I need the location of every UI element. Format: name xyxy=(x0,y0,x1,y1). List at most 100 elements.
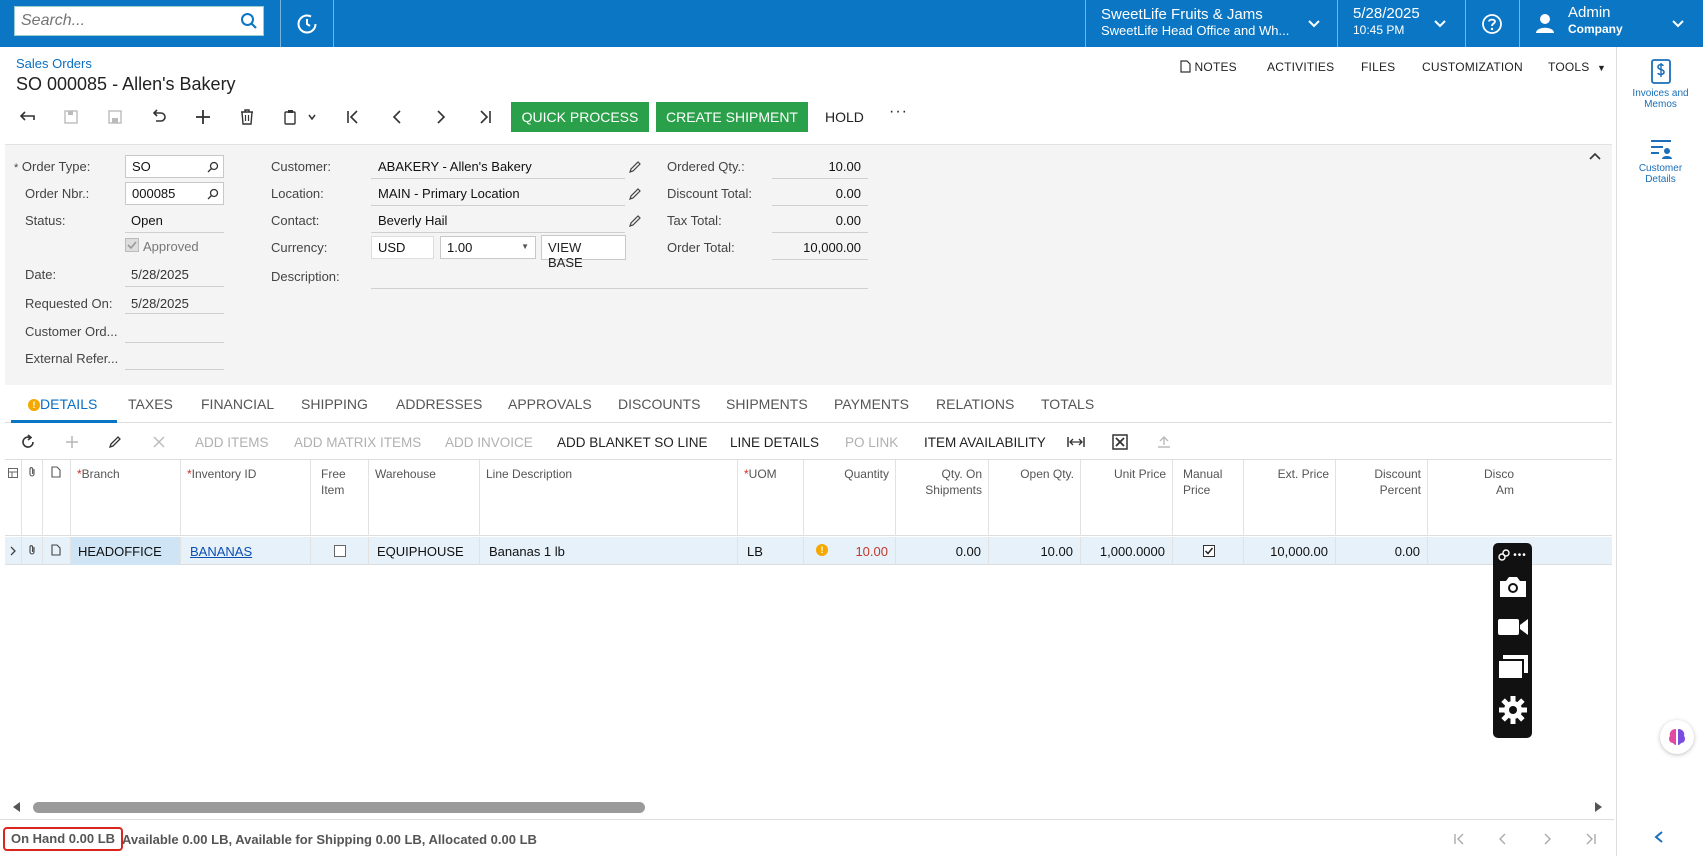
external-ref-field[interactable] xyxy=(125,369,224,370)
ai-assistant-button[interactable] xyxy=(1660,720,1694,754)
order-nbr-field[interactable]: 000085 xyxy=(125,182,224,205)
item-availability-button[interactable]: ITEM AVAILABILITY xyxy=(924,435,1046,450)
manual-price-cell[interactable] xyxy=(1173,537,1244,565)
more-icon[interactable]: ••• xyxy=(1513,549,1527,561)
scrollbar-thumb[interactable] xyxy=(33,802,645,813)
search-input[interactable] xyxy=(15,7,235,35)
collapse-panel-button[interactable] xyxy=(1652,830,1666,847)
next-page-button[interactable] xyxy=(1537,830,1557,848)
edit-pencil-icon[interactable] xyxy=(628,214,642,228)
customer-field[interactable]: ABAKERY - Allen's Bakery xyxy=(378,159,532,174)
manual-price-checkbox[interactable] xyxy=(1203,545,1215,557)
uom-cell[interactable]: LB xyxy=(738,537,804,565)
po-link-button[interactable]: PO LINK xyxy=(845,435,899,450)
first-page-button[interactable] xyxy=(1449,830,1469,848)
customer-details-link[interactable]: Customer Details xyxy=(1617,138,1703,185)
unit-price-cell[interactable]: 1,000.0000 xyxy=(1081,537,1173,565)
customer-ord-field[interactable] xyxy=(125,342,224,343)
tools-menu[interactable]: TOOLS ▼ xyxy=(1548,60,1606,74)
settings-button[interactable] xyxy=(1493,693,1532,727)
tab-approvals[interactable]: APPROVALS xyxy=(508,396,592,412)
discount-percent-cell[interactable]: 0.00 xyxy=(1336,537,1428,565)
discount-amount-column-header[interactable]: Disco Am xyxy=(1483,467,1514,497)
next-record-button[interactable] xyxy=(427,104,455,130)
tab-relations[interactable]: RELATIONS xyxy=(936,396,1015,412)
date-field[interactable]: 5/28/2025 xyxy=(131,267,189,282)
row-attachment-button[interactable] xyxy=(22,537,43,565)
inventory-id-column-header[interactable]: *Inventory ID xyxy=(181,460,311,536)
delete-row-button[interactable] xyxy=(149,432,169,452)
export-excel-button[interactable] xyxy=(1110,432,1130,452)
add-blanket-so-line-button[interactable]: ADD BLANKET SO LINE xyxy=(557,435,708,450)
more-actions-button[interactable]: ··· xyxy=(889,103,908,120)
screenshot-button[interactable] xyxy=(1493,571,1532,603)
cancel-button[interactable] xyxy=(145,104,173,130)
scroll-left-arrow-icon[interactable] xyxy=(11,801,21,813)
files-button[interactable]: FILES xyxy=(1361,60,1396,74)
view-base-button[interactable]: VIEW BASE xyxy=(541,235,626,270)
collapse-chevron-up-icon[interactable] xyxy=(1589,151,1601,161)
contact-field[interactable]: Beverly Hail xyxy=(378,213,448,228)
record-video-button[interactable] xyxy=(1493,611,1532,643)
table-row[interactable]: HEADOFFICE BANANAS EQUIPHOUSE Bananas 1 … xyxy=(5,537,1612,565)
quick-process-button[interactable]: QUICK PROCESS xyxy=(511,102,649,132)
create-shipment-button[interactable]: CREATE SHIPMENT xyxy=(656,102,808,132)
recent-history-button[interactable] xyxy=(281,0,333,47)
ext-price-column-header[interactable]: Ext. Price xyxy=(1244,460,1336,536)
add-invoice-button[interactable]: ADD INVOICE xyxy=(445,435,533,450)
first-record-button[interactable] xyxy=(339,104,367,130)
tab-details[interactable]: ! DETAILS xyxy=(28,396,97,412)
breadcrumb[interactable]: Sales Orders xyxy=(16,56,92,71)
lookup-search-icon[interactable] xyxy=(207,188,219,200)
currency-field[interactable]: USD xyxy=(371,236,434,259)
lookup-search-icon[interactable] xyxy=(207,161,219,173)
business-date-selector[interactable]: 5/28/2025 10:45 PM xyxy=(1338,0,1464,47)
column-settings-button[interactable] xyxy=(5,460,22,536)
tab-financial[interactable]: FINANCIAL xyxy=(201,396,275,412)
quantity-column-header[interactable]: Quantity xyxy=(804,460,896,536)
add-row-button[interactable] xyxy=(62,432,82,452)
discount-percent-column-header[interactable]: Discount Percent xyxy=(1336,460,1428,536)
window-capture-button[interactable] xyxy=(1493,651,1532,683)
last-page-button[interactable] xyxy=(1581,830,1601,848)
copy-paste-menu[interactable] xyxy=(277,104,323,130)
widget-header[interactable]: ••• xyxy=(1493,547,1532,563)
notes-button[interactable]: NOTES xyxy=(1180,60,1237,74)
edit-pencil-icon[interactable] xyxy=(628,187,642,201)
location-field[interactable]: MAIN - Primary Location xyxy=(378,186,520,201)
invoices-and-memos-link[interactable]: Invoices and Memos xyxy=(1617,59,1703,110)
save-button[interactable] xyxy=(101,104,129,130)
edit-row-button[interactable] xyxy=(105,432,125,452)
branch-column-header[interactable]: *Branch xyxy=(71,460,181,536)
add-matrix-items-button[interactable]: ADD MATRIX ITEMS xyxy=(294,435,422,450)
uom-column-header[interactable]: *UOM xyxy=(738,460,804,536)
tab-addresses[interactable]: ADDRESSES xyxy=(396,396,483,412)
free-item-cell[interactable] xyxy=(311,537,369,565)
help-button[interactable] xyxy=(1466,0,1518,47)
row-expand-button[interactable] xyxy=(5,537,22,565)
line-details-button[interactable]: LINE DETAILS xyxy=(730,435,820,450)
ext-price-cell[interactable]: 10,000.00 xyxy=(1244,537,1336,565)
line-description-column-header[interactable]: Line Description xyxy=(480,460,738,536)
warehouse-column-header[interactable]: Warehouse xyxy=(369,460,480,536)
customization-button[interactable]: CUSTOMIZATION xyxy=(1422,60,1523,74)
search-box[interactable] xyxy=(14,6,264,36)
previous-page-button[interactable] xyxy=(1493,830,1513,848)
quantity-cell[interactable]: ! 10.00 xyxy=(804,537,896,565)
company-selector[interactable]: SweetLife Fruits & Jams SweetLife Head O… xyxy=(1086,0,1336,47)
warehouse-cell[interactable]: EQUIPHOUSE xyxy=(369,537,480,565)
branch-cell[interactable]: HEADOFFICE xyxy=(71,537,181,565)
save-and-close-button[interactable] xyxy=(57,104,85,130)
hold-button[interactable]: HOLD xyxy=(825,109,864,125)
add-items-button[interactable]: ADD ITEMS xyxy=(195,435,269,450)
line-description-cell[interactable]: Bananas 1 lb xyxy=(480,537,738,565)
last-record-button[interactable] xyxy=(471,104,499,130)
scroll-right-arrow-icon[interactable] xyxy=(1594,801,1604,813)
previous-record-button[interactable] xyxy=(383,104,411,130)
add-new-button[interactable] xyxy=(189,104,217,130)
unit-price-column-header[interactable]: Unit Price xyxy=(1081,460,1173,536)
free-item-checkbox[interactable] xyxy=(334,545,346,557)
tab-payments[interactable]: PAYMENTS xyxy=(834,396,909,412)
back-button[interactable] xyxy=(13,104,41,130)
fit-columns-button[interactable] xyxy=(1066,432,1086,452)
